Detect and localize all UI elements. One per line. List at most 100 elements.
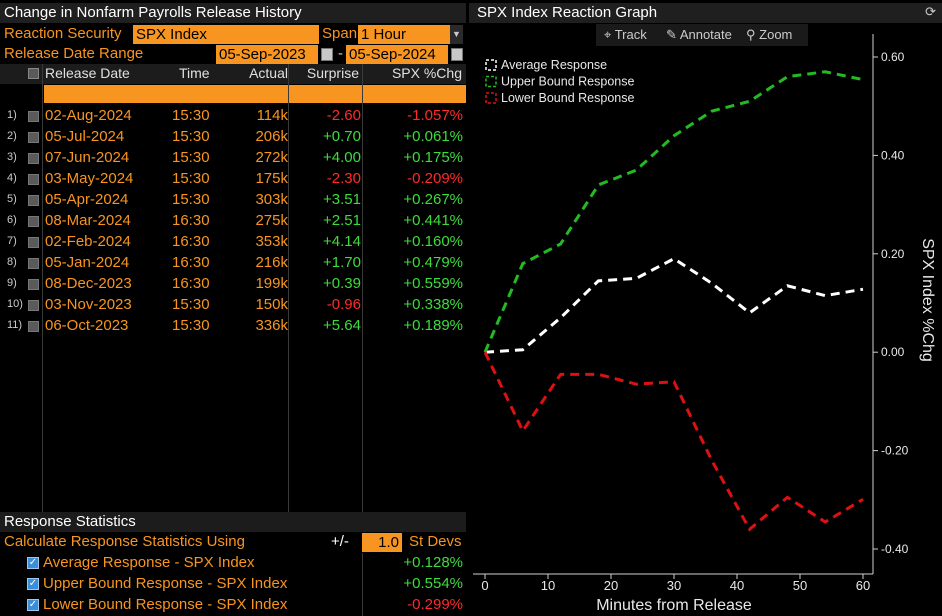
spx-chg-cell: +0.479%: [403, 254, 463, 271]
stats-title: Response Statistics: [4, 513, 136, 530]
col-time[interactable]: Time: [179, 65, 210, 81]
stats-row: ✓ Upper Bound Response - SPX Index +0.554%: [0, 574, 466, 594]
col-spx-chg[interactable]: SPX %Chg: [391, 65, 462, 81]
table-row[interactable]: 5) 05-Apr-2024 15:30 303k +3.51 +0.267%: [0, 190, 466, 211]
x-tick-label: 50: [793, 578, 807, 593]
row-checkbox[interactable]: [28, 153, 39, 164]
table-row[interactable]: 10) 03-Nov-2023 15:30 150k -0.96 +0.338%: [0, 295, 466, 316]
table-row[interactable]: 8) 05-Jan-2024 16:30 216k +1.70 +0.479%: [0, 253, 466, 274]
legend-label: Lower Bound Response: [501, 91, 634, 105]
table-row[interactable]: 1) 02-Aug-2024 15:30 114k -2.60 -1.057%: [0, 106, 466, 127]
table-header: Release Date Time Actual Surprise SPX %C…: [0, 64, 466, 84]
stdev-input[interactable]: 1.0: [362, 533, 402, 552]
time-cell: 15:30: [172, 296, 210, 313]
release-date-cell: 03-Nov-2023: [45, 296, 132, 313]
release-date-cell: 08-Dec-2023: [45, 275, 132, 292]
col-release-date[interactable]: Release Date: [45, 65, 130, 81]
row-index: 7): [7, 235, 17, 247]
table-row[interactable]: 4) 03-May-2024 15:30 175k -2.30 -0.209%: [0, 169, 466, 190]
stats-checkbox[interactable]: ✓: [27, 599, 39, 611]
row-checkbox[interactable]: [28, 258, 39, 269]
row-checkbox[interactable]: [28, 216, 39, 227]
reaction-graph-panel: SPX Index Reaction Graph ⟳ ⌖ Track ✎ Ann…: [469, 0, 942, 616]
release-date-cell: 05-Jul-2024: [45, 128, 125, 145]
release-date-cell: 05-Jan-2024: [45, 254, 130, 271]
table-row[interactable]: 6) 08-Mar-2024 16:30 275k +2.51 +0.441%: [0, 211, 466, 232]
row-checkbox[interactable]: [28, 195, 39, 206]
range-start-input[interactable]: 05-Sep-2023: [216, 45, 318, 64]
stats-label: Lower Bound Response - SPX Index: [43, 596, 288, 613]
spx-chg-cell: +0.338%: [403, 296, 463, 313]
calendar-icon-start[interactable]: [321, 48, 333, 61]
surprise-cell: -2.30: [326, 170, 361, 187]
stats-checkbox[interactable]: ✓: [27, 578, 39, 590]
table-row[interactable]: 3) 07-Jun-2024 15:30 272k +4.00 +0.175%: [0, 148, 466, 169]
reaction-chart[interactable]: 0.60 0.40 0.20 0.00 -0.20 -0.40 0 10 20 30 40 50 60…: [469, 0, 942, 616]
refresh-icon[interactable]: ⟳: [925, 4, 936, 19]
calendar-icon-end[interactable]: [451, 48, 463, 61]
actual-cell: 150k: [255, 296, 288, 313]
surprise-cell: +1.70: [323, 254, 361, 271]
surprise-cell: +4.14: [323, 233, 361, 250]
spx-chg-cell: -0.209%: [407, 170, 463, 187]
actual-cell: 275k: [255, 212, 288, 229]
table-row[interactable]: 2) 05-Jul-2024 15:30 206k +0.70 +0.061%: [0, 127, 466, 148]
reaction-security-input[interactable]: SPX Index: [133, 25, 319, 44]
actual-cell: 353k: [255, 233, 288, 250]
row-checkbox[interactable]: [28, 132, 39, 143]
track-button[interactable]: ⌖ Track: [604, 27, 647, 42]
row-checkbox[interactable]: [28, 279, 39, 290]
time-cell: 16:30: [172, 212, 210, 229]
spx-chg-cell: +0.559%: [403, 275, 463, 292]
actual-cell: 114k: [256, 107, 288, 124]
release-date-cell: 05-Apr-2024: [45, 191, 129, 208]
x-tick-label: 0: [481, 578, 488, 593]
span-dropdown-icon[interactable]: ▼: [450, 25, 463, 44]
release-date-cell: 08-Mar-2024: [45, 212, 131, 229]
table-row[interactable]: 7) 02-Feb-2024 16:30 353k +4.14 +0.160%: [0, 232, 466, 253]
span-select[interactable]: 1 Hour: [358, 25, 450, 44]
actual-cell: 303k: [255, 191, 288, 208]
surprise-cell: +2.51: [323, 212, 361, 229]
x-tick-label: 10: [541, 578, 555, 593]
row-checkbox[interactable]: [28, 321, 39, 332]
series-line-upper-bound-response: [483, 70, 864, 353]
spx-chg-cell: -1.057%: [407, 107, 463, 124]
select-all-checkbox[interactable]: [28, 68, 39, 79]
spx-chg-cell: +0.175%: [403, 149, 463, 166]
panel-title: Change in Nonfarm Payrolls Release Histo…: [4, 4, 302, 21]
stats-label: Average Response - SPX Index: [43, 554, 255, 571]
row-checkbox[interactable]: [28, 111, 39, 122]
col-actual[interactable]: Actual: [249, 65, 288, 81]
stats-checkbox[interactable]: ✓: [27, 557, 39, 569]
spx-chg-cell: +0.160%: [403, 233, 463, 250]
table-filter-row[interactable]: [44, 85, 466, 103]
legend-swatch: [485, 92, 497, 104]
table-row[interactable]: 9) 08-Dec-2023 16:30 199k +0.39 +0.559%: [0, 274, 466, 295]
col-divider: [42, 64, 43, 512]
range-end-input[interactable]: 05-Sep-2024: [346, 45, 448, 64]
row-checkbox[interactable]: [28, 237, 39, 248]
y-tick-label: 0.40: [881, 148, 905, 162]
zoom-button[interactable]: ⚲ Zoom: [746, 27, 793, 42]
col-divider: [362, 64, 363, 512]
row-index: 8): [7, 256, 17, 268]
stats-divider: [362, 553, 363, 616]
row-checkbox[interactable]: [28, 174, 39, 185]
row-checkbox[interactable]: [28, 300, 39, 311]
y-tick-label: 0.60: [881, 50, 905, 64]
col-surprise[interactable]: Surprise: [306, 65, 359, 81]
range-separator: -: [338, 45, 343, 62]
actual-cell: 206k: [255, 128, 288, 145]
crosshair-icon: ⌖: [604, 27, 612, 42]
release-date-cell: 02-Feb-2024: [45, 233, 131, 250]
spx-chg-cell: +0.441%: [403, 212, 463, 229]
graph-title: SPX Index Reaction Graph: [477, 4, 658, 21]
stats-value: -0.299%: [407, 596, 463, 613]
row-index: 5): [7, 193, 17, 205]
actual-cell: 175k: [255, 170, 288, 187]
span-label: Span: [322, 25, 358, 42]
annotate-button[interactable]: ✎ Annotate: [666, 27, 732, 42]
x-tick-label: 40: [730, 578, 744, 593]
table-row[interactable]: 11) 06-Oct-2023 15:30 336k +5.64 +0.189%: [0, 316, 466, 337]
